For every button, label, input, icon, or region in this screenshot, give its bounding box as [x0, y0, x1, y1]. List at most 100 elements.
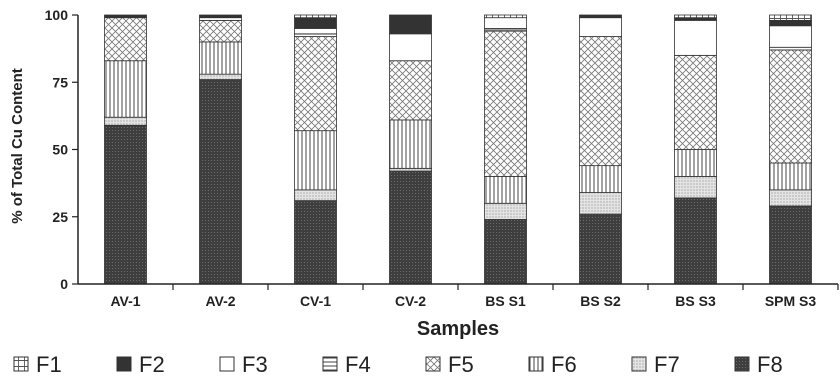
y-tick-label: 25 [52, 209, 68, 225]
legend-label: F4 [345, 352, 371, 377]
legend-swatch [425, 356, 441, 372]
bar-segment-f7 [199, 73, 242, 80]
bar-segment-f7 [294, 189, 337, 202]
legend-label: F5 [448, 352, 474, 377]
bar-segment-f5 [579, 36, 622, 167]
y-tick-labels: 0 25 50 75 100 [45, 7, 69, 292]
axes [72, 14, 839, 290]
bar-segment-f2 [199, 14, 242, 19]
bar-segment-f2 [104, 14, 147, 19]
bar-group [579, 14, 622, 285]
x-tick-labels: AV-1 AV-2 CV-1 CV-2 BS S1 BS S2 BS S3 SPM S3 [110, 293, 816, 309]
x-tick-label: AV-2 [205, 293, 235, 309]
bar-segment-f5 [484, 30, 527, 177]
bar-segment-f5 [104, 17, 147, 62]
bar-segment-f4 [769, 46, 812, 51]
bar-segment-f7 [104, 116, 147, 126]
bar-segment-f1 [674, 14, 717, 19]
bar-segment-f5 [294, 36, 337, 132]
legend-swatch [116, 356, 132, 372]
x-tick-label: AV-1 [110, 293, 140, 309]
legend-label: F8 [757, 352, 783, 377]
x-tick-label: CV-2 [395, 293, 426, 309]
x-tick-label: BS S2 [580, 293, 621, 309]
bar-segment-f8 [199, 79, 242, 285]
bar-segment-f5 [769, 49, 812, 164]
bar-segment-f6 [769, 162, 812, 191]
legend-label: F1 [36, 352, 62, 377]
bar-segment-f3 [769, 25, 812, 48]
legend-swatch [322, 356, 338, 372]
legend-swatch [631, 356, 647, 372]
legend-swatch [734, 356, 750, 372]
legend-label: F3 [242, 352, 268, 377]
bar-segment-f7 [484, 202, 527, 220]
bar-segment-f3 [199, 17, 242, 21]
bar-group [389, 14, 432, 285]
bar-segment-f1 [769, 14, 812, 21]
bars [104, 14, 812, 285]
bar-segment-f2 [294, 17, 337, 29]
bar-segment-f3 [674, 19, 717, 56]
bar-segment-f6 [484, 175, 527, 204]
legend-item: F7 [631, 352, 680, 377]
x-axis-title: Samples [417, 318, 499, 340]
legend-swatch [13, 356, 29, 372]
bar-segment-f8 [484, 219, 527, 285]
bar-segment-f7 [674, 175, 717, 199]
legend-item: F8 [734, 352, 783, 377]
legend-item: F2 [116, 352, 165, 377]
bar-segment-f6 [294, 130, 337, 191]
legend-item: F6 [528, 352, 577, 377]
y-axis-title: % of Total Cu Content [9, 68, 26, 224]
bar-segment-f2 [674, 17, 717, 21]
legend-item: F1 [13, 352, 62, 377]
legend: F1 F2 F3 F4 F5 F6 F7 F8 [13, 352, 783, 377]
bar-segment-f6 [199, 41, 242, 75]
legend-item: F3 [219, 352, 268, 377]
bar-segment-f1 [294, 14, 337, 19]
bar-segment-f8 [579, 213, 622, 285]
bar-group [104, 14, 147, 285]
bar-segment-f8 [294, 200, 337, 285]
bar-segment-f3 [294, 28, 337, 35]
bar-segment-f8 [104, 124, 147, 285]
bar-group [484, 14, 527, 285]
legend-item: F4 [322, 352, 371, 377]
bar-segment-f7 [579, 192, 622, 215]
bar-group [769, 14, 812, 285]
y-tick-label: 0 [60, 276, 68, 292]
bar-segment-f6 [579, 165, 622, 193]
legend-swatch [219, 356, 235, 372]
bar-segment-f7 [769, 189, 812, 207]
legend-label: F6 [551, 352, 577, 377]
bar-segment-f7 [389, 167, 432, 172]
bar-segment-f2 [579, 14, 622, 19]
bar-segment-f8 [389, 170, 432, 285]
bar-group [674, 14, 717, 285]
bar-segment-f1 [484, 14, 527, 19]
y-tick-label: 50 [52, 142, 68, 158]
y-tick-label: 75 [52, 74, 68, 90]
bar-segment-f3 [389, 33, 432, 62]
bar-segment-f2 [769, 19, 812, 27]
x-tick-label: CV-1 [300, 293, 331, 309]
bar-segment-f3 [484, 17, 527, 29]
bar-segment-f2 [389, 14, 432, 35]
legend-item: F5 [425, 352, 474, 377]
bar-segment-f5 [389, 60, 432, 121]
bar-segment-f4 [294, 33, 337, 37]
bar-segment-f5 [674, 54, 717, 150]
bar-group [199, 14, 242, 285]
bar-segment-f4 [484, 28, 527, 32]
y-tick-label: 100 [45, 7, 69, 23]
bar-segment-f6 [674, 149, 717, 177]
bar-segment-f8 [674, 197, 717, 285]
x-tick-label: BS S3 [675, 293, 716, 309]
bar-segment-f6 [104, 60, 147, 118]
legend-label: F7 [654, 352, 680, 377]
legend-swatch [528, 356, 544, 372]
bar-segment-f5 [199, 19, 242, 43]
x-tick-label: SPM S3 [765, 293, 817, 309]
bar-group [294, 14, 337, 285]
